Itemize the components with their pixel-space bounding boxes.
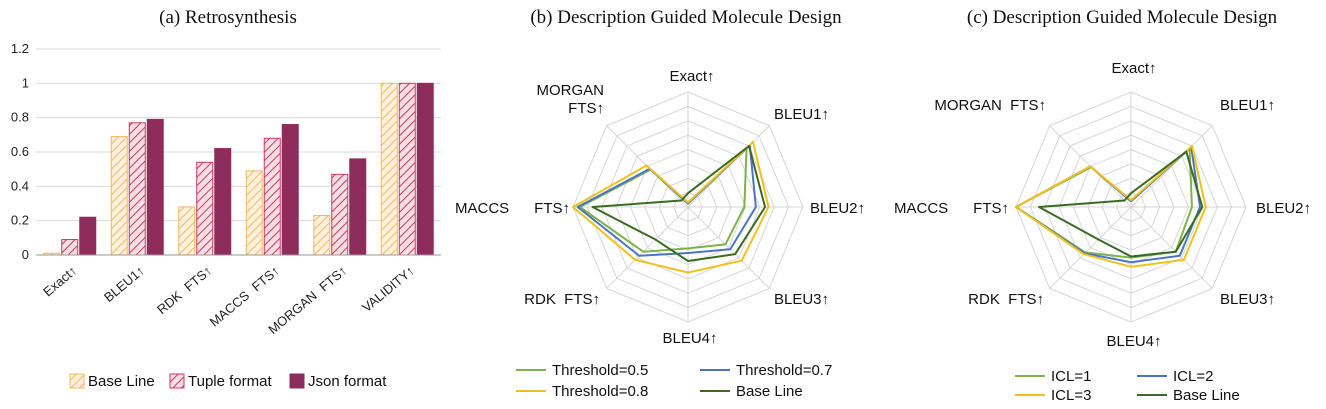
bar-marks [43,82,434,256]
legend: ICL=1 ICL=2 ICL=3 Base Line [1015,368,1240,404]
legend-swatch [69,373,85,389]
bar [281,124,299,256]
bar [263,137,281,256]
bar [380,82,398,256]
radar-axis-label: Exact↑ [669,68,714,85]
radar-chart-panel-b: (b) Description Guided Molecule Design E… [455,7,865,400]
bar [398,82,416,256]
legend-label: ICL=1 [1051,368,1091,385]
radar-axis-label: MACCS FTS↑ [894,200,1009,217]
bar [146,118,164,256]
y-tick-labels: 0 0.2 0.4 0.6 0.8 1 1.2 [11,41,29,262]
bar [196,161,214,256]
radar-series-line [578,147,748,253]
legend-label: Tuple format [188,373,272,390]
legend-label: ICL=3 [1051,387,1091,404]
legend-label: Threshold=0.5 [552,362,648,379]
bar [178,206,196,256]
radar-series-line [1015,145,1207,268]
bar [110,136,128,256]
legend-label: Threshold=0.8 [552,383,648,400]
radar-series-line [591,145,767,263]
bar [313,215,331,256]
x-tick-label: Exact↑ [40,263,80,300]
radar-axis-label: FTS↑ [568,100,604,117]
legend: Threshold=0.5 Threshold=0.7 Threshold=0.8 B… [516,362,832,400]
radar-axis-label: BLEU4↑ [662,330,717,347]
radar-series-line [572,140,770,274]
bar [128,122,146,256]
legend-label: Json format [308,373,387,390]
bar [61,239,79,256]
radar-axis-label: MORGAN [537,82,605,99]
y-tick-label: 1.2 [11,41,29,56]
chart-title: (a) Retrosynthesis [159,7,297,28]
y-tick-label: 0.8 [11,110,29,125]
radar-axis-label: BLEU3↑ [774,291,829,308]
legend-label: Base Line [1173,387,1240,404]
radar-spoke [1049,206,1132,289]
legend-label: Base Line [88,373,155,390]
bar [416,82,434,256]
x-tick-label: VALIDITY↑ [359,263,417,315]
radar-axis-label: BLEU2↑ [1256,200,1311,217]
x-tick-label: BLEU1↑ [101,263,147,305]
legend-swatch [169,373,185,389]
radar-spoke [1130,125,1213,208]
radar-axis-label: MORGAN FTS↑ [934,97,1046,114]
radar-spoke [606,206,689,289]
legend-label: Base Line [736,383,803,400]
bar [245,170,263,256]
radar-axis-label: BLEU3↑ [1220,291,1275,308]
bar [349,158,367,256]
radar-axis-label: BLEU1↑ [774,106,829,123]
y-gridlines [36,48,441,222]
radar-plot: Exact↑ BLEU1↑ BLEU2↑ BLEU3↑ BLEU4↑ RDK FTS↑ MA… [455,68,865,347]
chart-title: (c) Description Guided Molecule Design [967,7,1278,28]
y-tick-label: 0 [22,247,29,262]
y-tick-label: 0.4 [11,178,29,193]
radar-axis-label: MACCS FTS↑ [455,200,570,217]
radar-axis-label: BLEU4↑ [1106,333,1161,350]
bar-chart-panel: (a) Retrosynthesis 0 0.2 0.4 0.6 0.8 1 1.2 Exa… [11,7,441,390]
radar-chart-panel-c: (c) Description Guided Molecule Design E… [894,7,1311,404]
legend-label: ICL=2 [1173,368,1213,385]
radar-axis-label: Exact↑ [1111,60,1156,77]
x-tick-label: MACCSFTS↑ [207,263,283,330]
radar-axis-label: RDK FTS↑ [524,291,600,308]
y-tick-label: 0.2 [11,213,29,228]
y-tick-label: 1 [22,75,29,90]
x-tick-label: RDKFTS↑ [154,263,215,317]
x-tick-labels: Exact↑ BLEU1↑ RDKFTS↑MACCSFTS↑MORGANFTS↑ VA… [40,263,417,337]
radar-axis-label: RDK FTS↑ [968,291,1044,308]
bar [79,216,97,256]
radar-spoke [1130,206,1213,289]
bar [214,148,232,256]
radar-series-line [576,144,757,257]
legend: Base Line Tuple format Json format [69,373,387,390]
radar-axis-label: BLEU2↑ [810,200,865,217]
legend-swatch [289,373,305,389]
radar-spoke [687,206,770,289]
y-tick-label: 0.6 [11,144,29,159]
legend-label: Threshold=0.7 [736,362,832,379]
radar-axis-label: BLEU1↑ [1220,97,1275,114]
radar-plot: Exact↑ BLEU1↑ BLEU2↑ BLEU3↑ BLEU4↑ RDK FTS↑ MA… [894,60,1311,350]
radar-series-line [1038,150,1204,258]
bar [331,173,349,256]
chart-title: (b) Description Guided Molecule Design [530,7,842,28]
